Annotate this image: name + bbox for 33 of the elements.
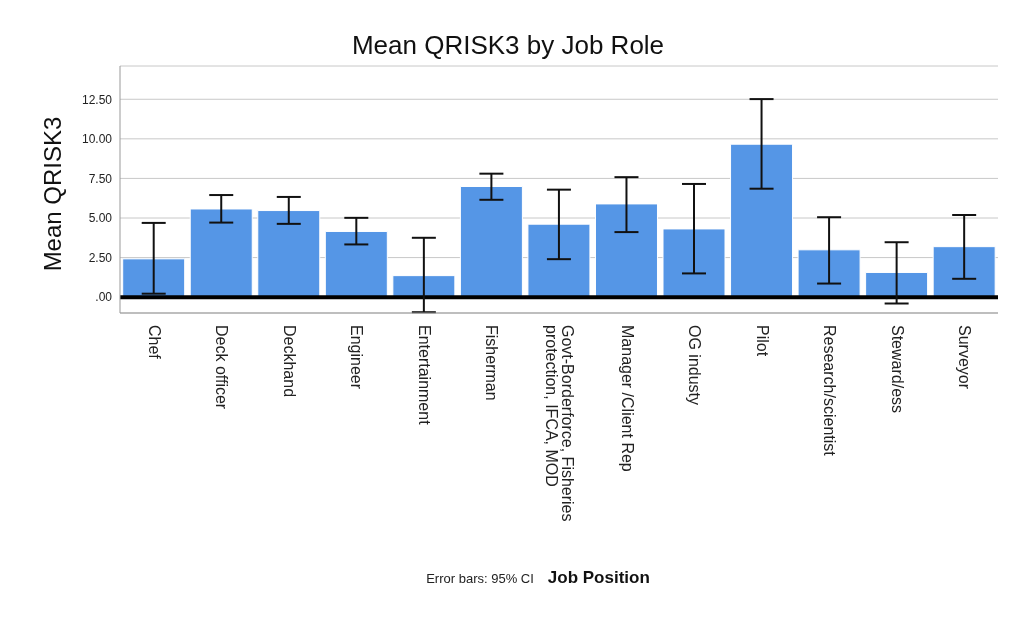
x-tick-label: Steward/ess (888, 325, 906, 414)
y-tick-label: .00 (95, 290, 113, 305)
bar (527, 223, 591, 298)
x-tick-label: Govt-Borderforce, Fisheries protection, IFCA, MOD (543, 325, 576, 522)
y-tick-label: 12.50 (81, 92, 113, 107)
y-axis-title: Mean QRISK3 (39, 116, 67, 271)
x-tick-label: Deckhand (280, 325, 298, 398)
y-tick-label: 10.00 (81, 132, 113, 147)
x-tick-label: Engineer (348, 325, 366, 390)
chart-title: Mean QRISK3 by Job Role (351, 30, 665, 60)
bar (257, 210, 321, 298)
x-tick-label: Manager /Client Rep (618, 325, 636, 472)
y-tick-label: 5.00 (88, 211, 113, 226)
text: Error bars: 95% CI (426, 571, 534, 586)
x-tick-label: Entertainment (415, 325, 433, 426)
bar (189, 208, 253, 298)
bar (932, 246, 996, 298)
bar (594, 203, 658, 298)
x-tick-label: OG industy (686, 325, 704, 406)
x-tick-label: Research/scientist (821, 325, 839, 457)
x-tick-label: Chef (145, 325, 163, 360)
x-tick-label: Surveyor (956, 325, 974, 390)
bar (730, 143, 794, 298)
x-tick-label: Deck officer (213, 325, 231, 410)
bar (324, 230, 388, 298)
y-tick-label: 2.50 (88, 250, 113, 265)
x-axis-title: Job Position (547, 568, 650, 588)
y-tick-label: 7.50 (88, 171, 113, 186)
bar (662, 228, 726, 298)
bar (122, 258, 186, 298)
bar (459, 185, 523, 298)
x-tick-label: Pilot (753, 325, 771, 357)
x-tick-label: Fisherman (483, 325, 501, 401)
